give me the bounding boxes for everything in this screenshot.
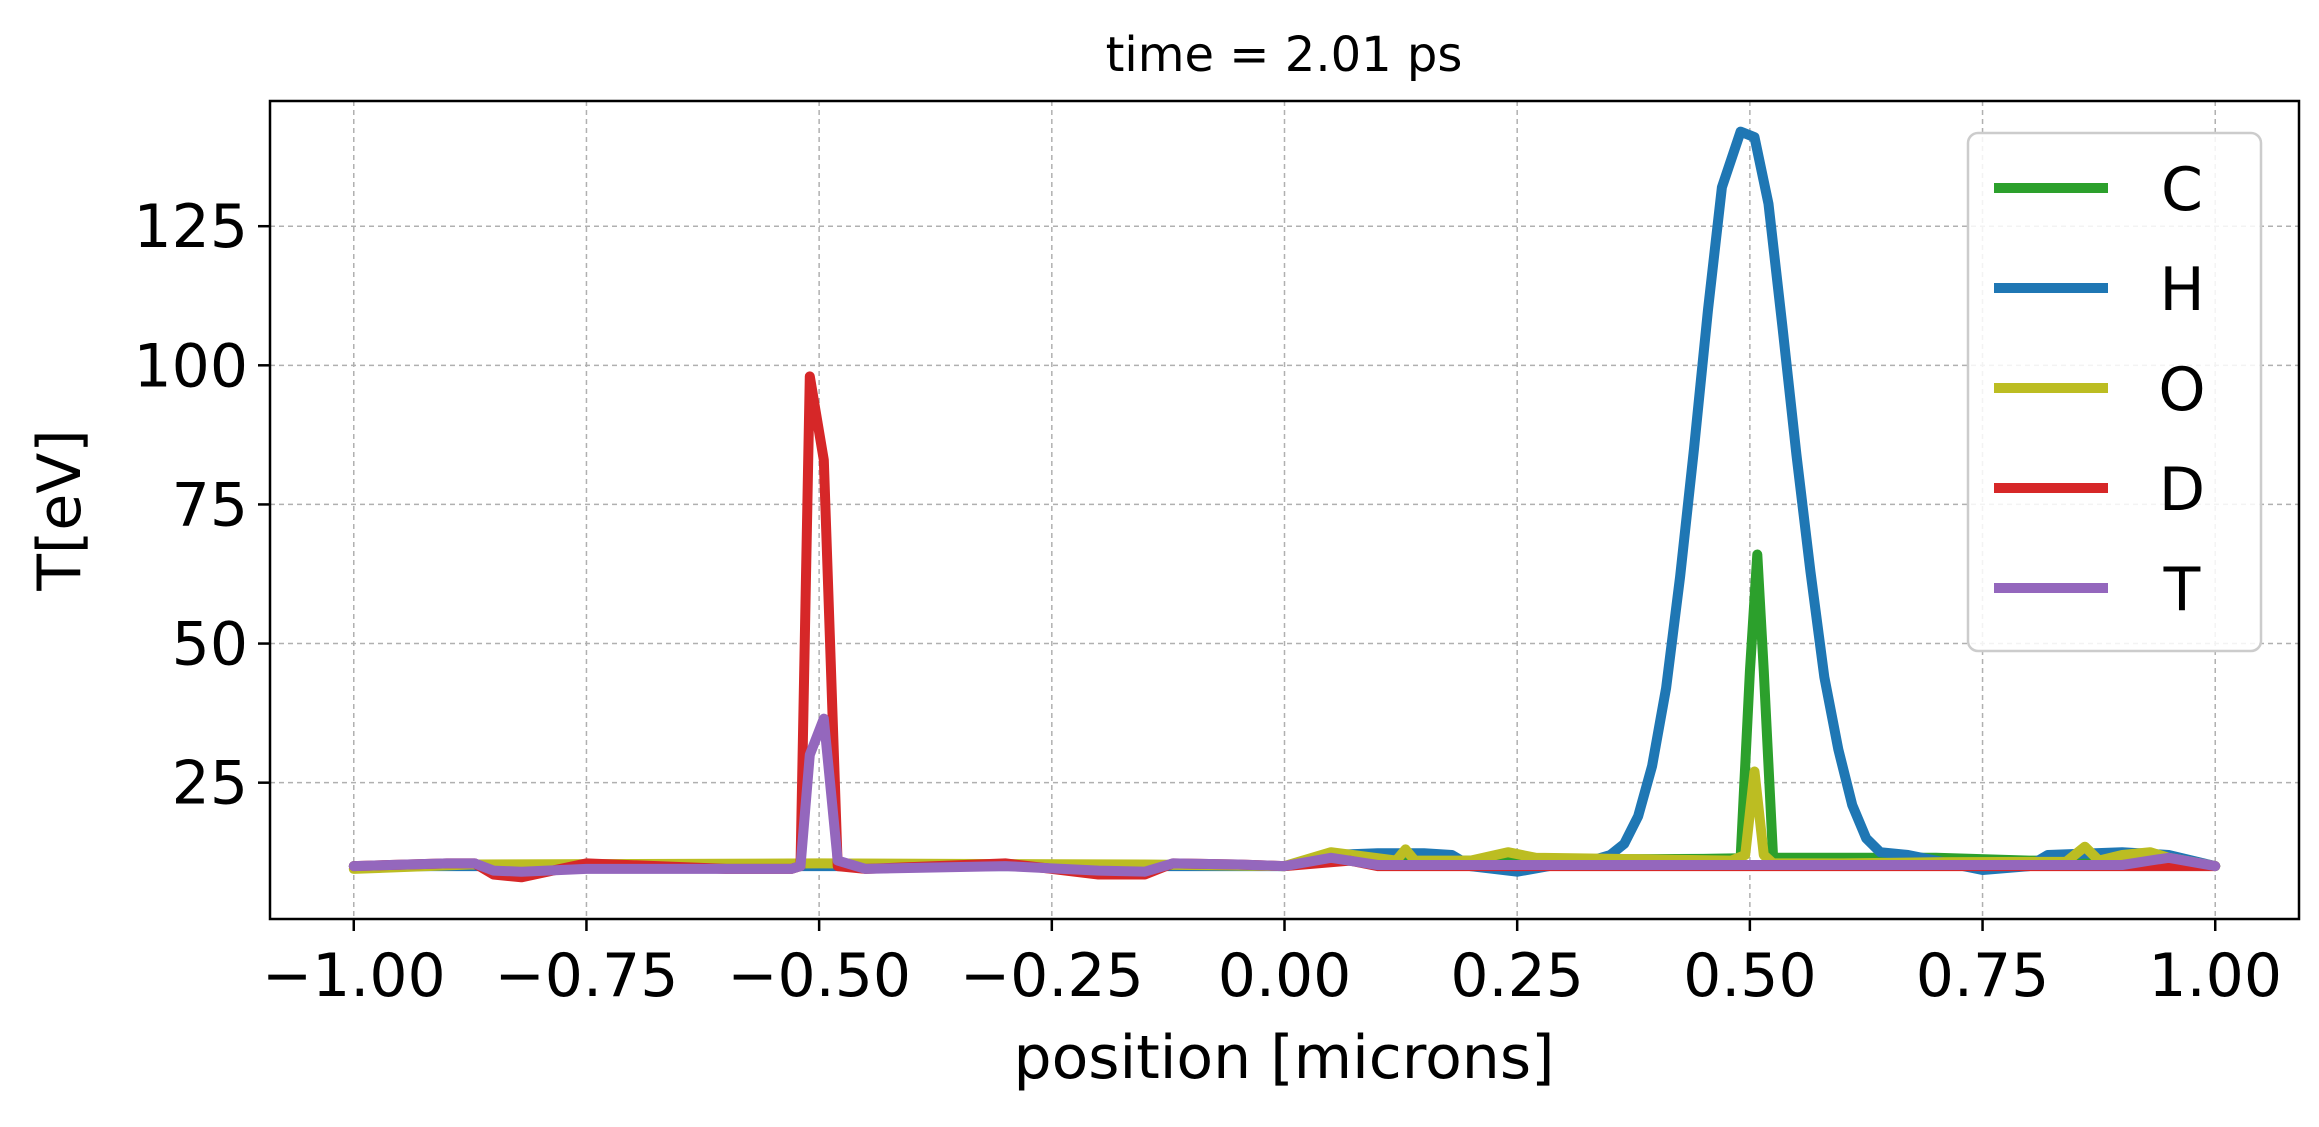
series-line-T <box>348 713 2221 877</box>
y-tick-label: 25 <box>172 749 248 819</box>
x-tick-label: −0.25 <box>960 941 1144 1011</box>
x-tick-label: −0.50 <box>727 941 911 1011</box>
chart-title: time = 2.01 ps <box>1106 27 1463 83</box>
y-tick-label: 75 <box>172 470 248 540</box>
x-tick-label: 0.00 <box>1218 941 1352 1011</box>
y-axis-ticks: 25 50 75 100 125 <box>133 192 270 819</box>
legend-label-O: O <box>2158 355 2205 425</box>
legend-label-H: H <box>2159 255 2204 325</box>
legend-label-D: D <box>2159 455 2205 525</box>
x-tick-label: 0.75 <box>1916 941 2050 1011</box>
legend-label-C: C <box>2161 155 2203 225</box>
x-axis-label: position [microns] <box>1014 1023 1555 1093</box>
y-tick-label: 50 <box>172 610 248 680</box>
series-line-C <box>348 549 2221 872</box>
x-tick-label: 0.50 <box>1683 941 1817 1011</box>
legend-label-T: T <box>2163 555 2201 625</box>
series-lines <box>348 126 2221 883</box>
y-tick-label: 125 <box>133 192 248 262</box>
x-tick-label: 1.00 <box>2148 941 2282 1011</box>
x-tick-label: −1.00 <box>262 941 446 1011</box>
x-axis-ticks: −1.00 −0.75 −0.50 −0.25 0.00 0.25 0.50 0.75 1.00 <box>262 919 2282 1011</box>
y-tick-label: 100 <box>133 331 248 401</box>
legend-box <box>1966 131 2263 653</box>
x-tick-label: 0.25 <box>1450 941 1584 1011</box>
y-axis-label: T[eV] <box>25 429 95 591</box>
x-tick-label: −0.75 <box>495 941 679 1011</box>
